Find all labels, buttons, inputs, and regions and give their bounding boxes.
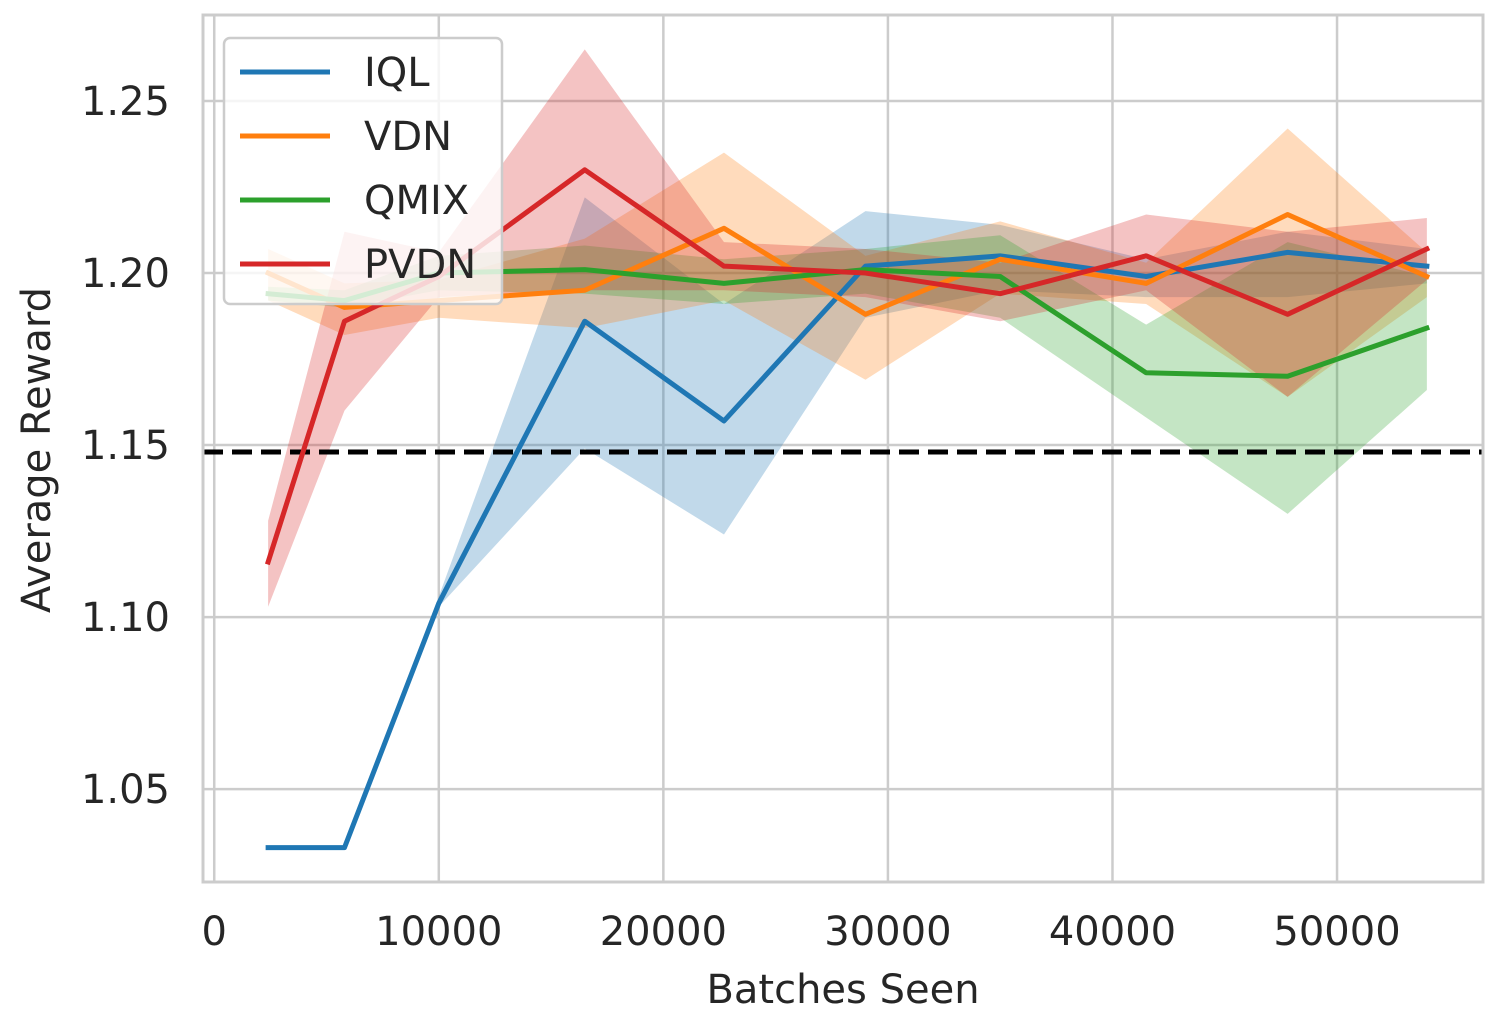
x-tick-label: 30000 [824, 909, 951, 955]
tick-labels: 0 10000 20000 30000 40000 50000 1.05 1.10 1.15 1.… [81, 79, 1401, 955]
axes-frame [201, 13, 1485, 884]
y-tick-label: 1.20 [81, 251, 170, 297]
x-tick-label: 10000 [375, 909, 502, 955]
y-tick-label: 1.15 [81, 423, 170, 469]
x-tick-label: 20000 [600, 909, 727, 955]
band-vdn [268, 128, 1427, 397]
x-tick-label: 50000 [1273, 909, 1400, 955]
plot-frame [201, 13, 1485, 884]
y-axis-title: Average Reward [14, 287, 60, 613]
legend-label-iql: IQL [364, 50, 430, 96]
x-axis-title: Batches Seen [706, 967, 979, 1013]
x-tick-label: 0 [202, 909, 227, 955]
band-iql [268, 197, 1427, 848]
y-tick-label: 1.05 [81, 767, 170, 813]
legend: IQL VDN QMIX PVDN [222, 36, 504, 306]
legend-label-pvdn: PVDN [364, 242, 476, 288]
y-tick-label: 1.10 [81, 595, 170, 641]
x-tick-label: 40000 [1049, 909, 1176, 955]
legend-box [222, 36, 504, 306]
legend-label-qmix: QMIX [364, 178, 469, 224]
series-line-iql [265, 249, 1430, 851]
y-tick-label: 1.25 [81, 79, 170, 125]
legend-label-vdn: VDN [364, 114, 452, 160]
